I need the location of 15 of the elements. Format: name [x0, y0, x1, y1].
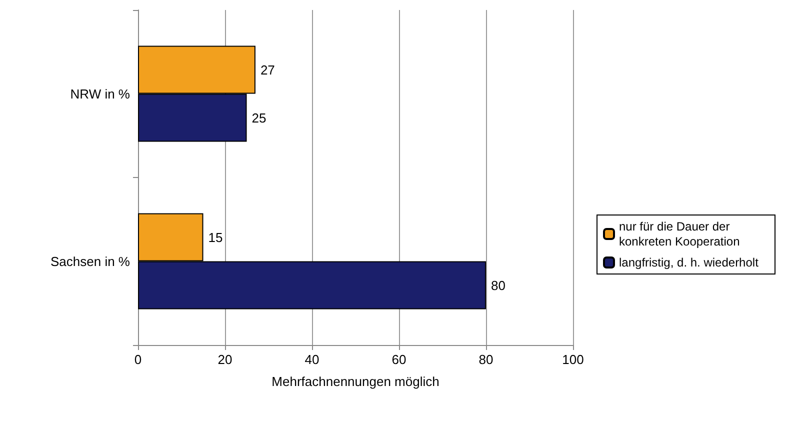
data-label: 27 [260, 62, 275, 78]
x-tick-label: 0 [134, 352, 142, 367]
x-tick-label: 40 [304, 352, 320, 367]
legend-label: langfristig, d. h. wiederholt [619, 256, 760, 270]
y-tick-label: NRW in % [70, 86, 130, 102]
data-label: 25 [252, 110, 266, 126]
x-tick-label: 80 [478, 352, 494, 367]
x-tick-label: 60 [392, 352, 406, 367]
x-tick-label: 100 [562, 352, 584, 367]
y-tick-label: Sachsen in % [50, 254, 130, 269]
legend-label: nur für die Dauer der konkreten Kooperation [619, 220, 740, 248]
x-axis-title: Mehrfachnennungen möglich [272, 374, 440, 389]
x-tick-label: 20 [218, 352, 232, 367]
data-label: 15 [208, 230, 223, 245]
data-label: 80 [491, 278, 506, 293]
